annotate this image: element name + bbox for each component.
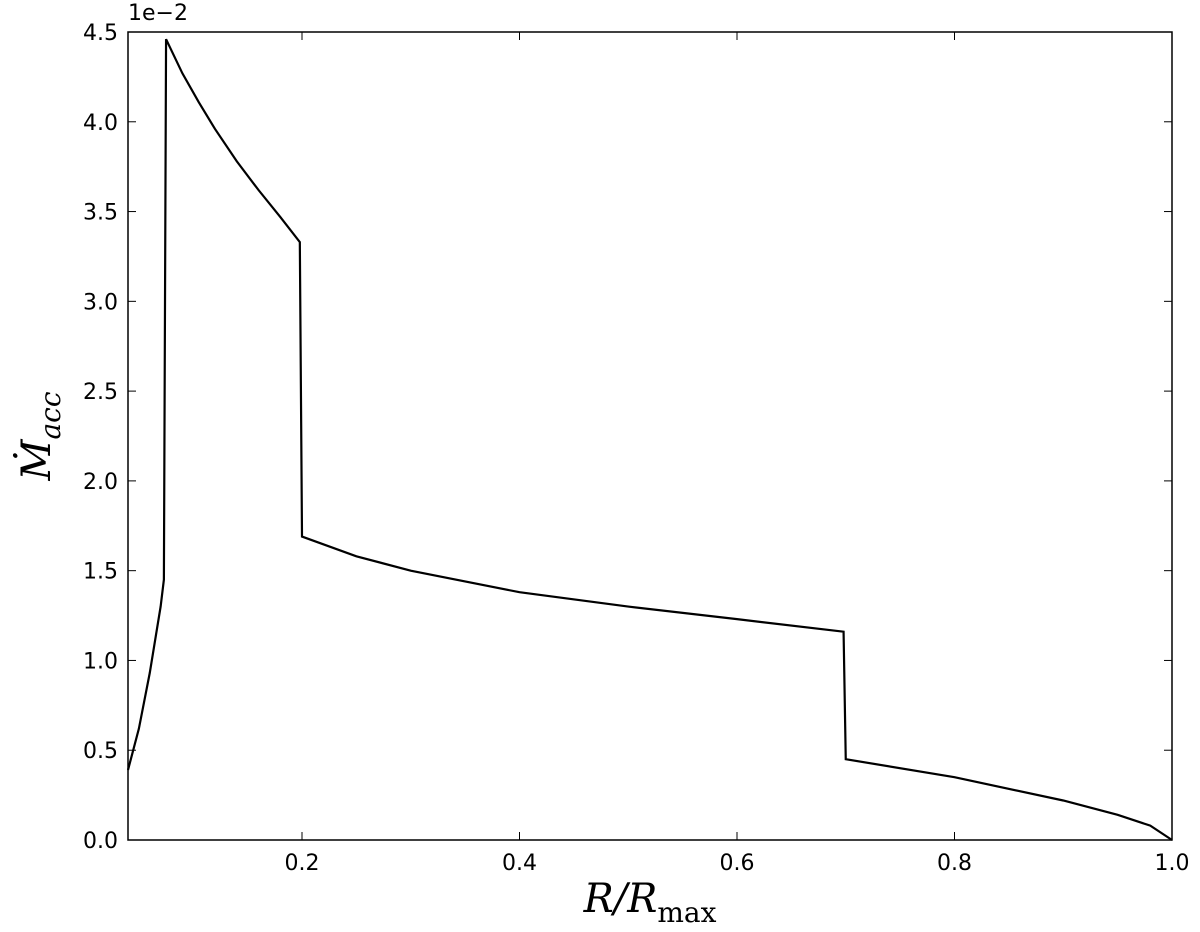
- x-tick-label: 0.6: [720, 851, 755, 876]
- x-tick-label: 0.2: [285, 851, 320, 876]
- x-tick-label: 0.4: [502, 851, 537, 876]
- x-label-main: R/R: [583, 876, 658, 922]
- x-tick-label: 0.8: [937, 851, 972, 876]
- x-axis-label: R/Rmax: [583, 876, 717, 929]
- y-tick-label: 3.5: [83, 201, 118, 226]
- y-axis-label: Ṁacc: [13, 391, 67, 481]
- y-tick-label: 1.0: [83, 649, 118, 674]
- y-tick-label: 4.0: [83, 111, 118, 136]
- y-tick-label: 3.0: [83, 290, 118, 315]
- y-label-main: Ṁ: [13, 439, 60, 482]
- plot-frame: [127, 31, 1173, 841]
- y-tick-label: 0.5: [83, 739, 118, 764]
- y-tick-label: 2.5: [83, 380, 118, 405]
- y-tick-label: 0.0: [83, 829, 118, 854]
- y-tick-label: 4.5: [83, 21, 118, 46]
- x-tick-label: 1.0: [1155, 851, 1190, 876]
- x-label-sub: max: [657, 896, 716, 929]
- y-label-sub: acc: [34, 391, 67, 439]
- offset-label: 1e−2: [128, 1, 188, 26]
- y-tick-label: 2.0: [83, 470, 118, 495]
- y-tick-label: 1.5: [83, 560, 118, 585]
- data-line: [126, 38, 1173, 841]
